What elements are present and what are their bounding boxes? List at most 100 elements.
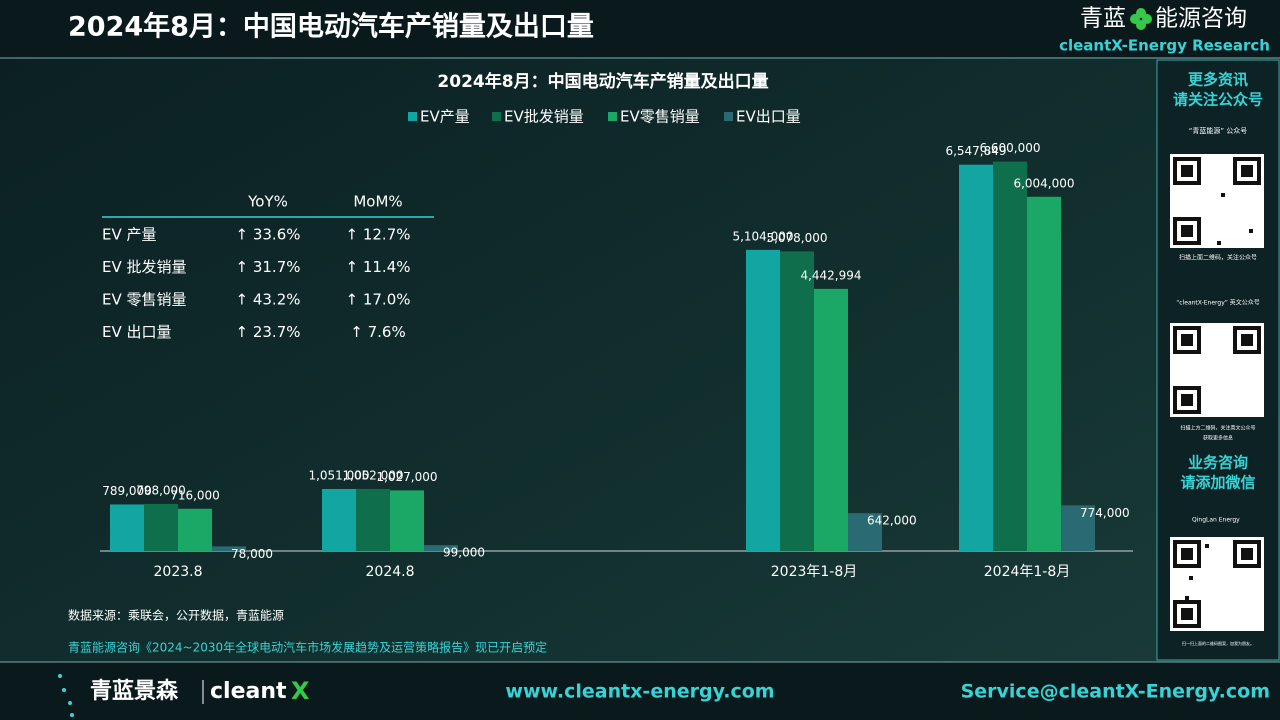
qr-finder <box>1181 165 1193 177</box>
bar <box>390 490 424 551</box>
qr-finder <box>1181 548 1193 560</box>
table-header: MoM% <box>353 193 402 211</box>
legend-swatch <box>492 112 501 121</box>
data-label: 99,000 <box>443 546 485 560</box>
data-label: 1,027,000 <box>376 470 437 484</box>
table-cell: ↑ 11.4% <box>346 258 411 276</box>
bar <box>1061 505 1095 551</box>
qr-finder <box>1241 165 1253 177</box>
x-tick-label: 2023年1-8月 <box>771 564 858 580</box>
table-cell: ↑ 33.6% <box>236 226 301 244</box>
qr-code <box>1173 540 1261 628</box>
sidebar-text: QingLan Energy <box>1192 517 1240 524</box>
logo-subtitle: cleantX-Energy Research <box>1059 37 1270 55</box>
legend-label: EV批发销量 <box>504 108 584 126</box>
logo-text: 青蓝 <box>1080 6 1126 32</box>
sidebar-text: 业务咨询 <box>1188 454 1248 472</box>
qr-finder <box>1241 548 1253 560</box>
bar <box>144 503 178 551</box>
table-cell: ↑ 7.6% <box>350 323 405 341</box>
qr-finder <box>1241 334 1253 346</box>
table-cell: EV 产量 <box>102 226 157 244</box>
logo-clover <box>1130 8 1152 30</box>
data-label: 6,547,849 <box>945 144 1006 158</box>
sidebar-text: 请添加微信 <box>1180 474 1255 492</box>
legend-label: EV产量 <box>420 108 470 126</box>
qr-module <box>1221 193 1225 197</box>
footer-website: www.cleantx-energy.com <box>505 681 774 703</box>
bar <box>814 288 848 551</box>
legend-swatch <box>408 112 417 121</box>
qr-module <box>1189 576 1193 580</box>
qr-finder <box>1181 225 1193 237</box>
bar <box>424 545 458 551</box>
x-tick-label: 2024年1-8月 <box>984 564 1071 580</box>
sidebar-text: “青蓝能源” 公众号 <box>1189 126 1247 135</box>
sidebar-text: 扫描上方二维码，关注英文公众号 <box>1180 425 1255 432</box>
bar <box>780 251 814 551</box>
legend-swatch <box>724 112 733 121</box>
footer-email: Service@cleantX-Energy.com <box>961 681 1270 703</box>
chart-title: 2024年8月：中国电动汽车产销量及出口量 <box>437 71 768 92</box>
qr-module <box>1249 229 1253 233</box>
sidebar-text: “cleantX-Energy” 英文公众号 <box>1176 299 1260 307</box>
qr-module <box>1217 241 1221 245</box>
qr-module <box>1185 596 1189 600</box>
data-label: 716,000 <box>170 488 220 502</box>
table-cell: ↑ 23.7% <box>236 323 301 341</box>
promo-note: 青蓝能源咨询《2024~2030年全球电动汽车市场发展趋势及运营策略报告》现已开… <box>68 640 547 655</box>
legend-label: EV零售销量 <box>620 108 700 126</box>
bar <box>110 504 144 551</box>
qr-module <box>1205 544 1209 548</box>
data-label: 774,000 <box>1080 506 1130 520</box>
page-title: 2024年8月：中国电动汽车产销量及出口量 <box>68 11 594 43</box>
bar <box>848 513 882 551</box>
qr-finder <box>1181 394 1193 406</box>
bar <box>356 488 390 551</box>
bar <box>322 488 356 551</box>
table-cell: EV 零售销量 <box>102 291 187 309</box>
table-cell: EV 批发销量 <box>102 258 187 276</box>
data-label: 789,000 <box>102 484 152 498</box>
header-bar <box>0 0 1280 57</box>
bar <box>1027 196 1061 552</box>
footer-brand: cleant <box>210 679 287 704</box>
table-cell: ↑ 31.7% <box>236 258 301 276</box>
table-cell: ↑ 43.2% <box>236 291 301 309</box>
sidebar-text: 请关注公众号 <box>1173 91 1263 109</box>
footer-bar <box>0 662 1280 720</box>
qr-code <box>1173 157 1261 245</box>
logo-text: 能源咨询 <box>1155 6 1247 32</box>
table-cell: ↑ 12.7% <box>346 226 411 244</box>
x-tick-label: 2023.8 <box>154 564 203 580</box>
bar <box>993 161 1027 551</box>
data-label: 5,078,000 <box>766 231 827 245</box>
bar <box>959 164 993 551</box>
sidebar-text: 更多资讯 <box>1188 71 1248 89</box>
data-label: 1,052,000 <box>342 468 403 482</box>
data-label: 642,000 <box>867 514 917 528</box>
bar <box>178 508 212 551</box>
bar <box>746 249 780 551</box>
data-label: 78,000 <box>231 547 273 561</box>
footer-brand: X <box>291 677 310 705</box>
bar <box>212 546 246 551</box>
qr-finder <box>1181 608 1193 620</box>
data-label: 798,000 <box>136 483 186 497</box>
table-cell: ↑ 17.0% <box>346 291 411 309</box>
qr-code <box>1173 326 1261 414</box>
sidebar-text: 获取更多信息 <box>1203 435 1233 442</box>
data-label: 4,442,994 <box>800 268 861 282</box>
data-label: 1,051,000 <box>308 468 369 482</box>
sidebar-text: 扫一扫上面的二维码图案，加我为朋友。 <box>1182 640 1254 646</box>
legend-swatch <box>608 112 617 121</box>
footer-dots <box>58 674 74 717</box>
table-header: YoY% <box>247 193 288 211</box>
table-cell: EV 出口量 <box>102 323 172 341</box>
footer-brand: 青蓝景森 <box>90 678 179 704</box>
legend-label: EV出口量 <box>736 108 801 126</box>
data-label: 6,004,000 <box>1013 176 1074 190</box>
